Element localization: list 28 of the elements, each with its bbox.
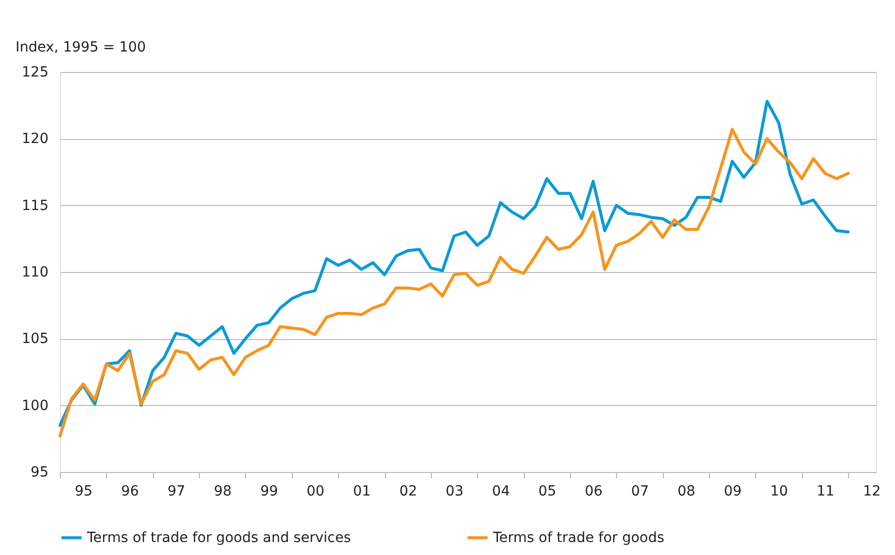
x-tick-label: 05 (538, 484, 556, 500)
x-tick-label: 10 (770, 484, 788, 500)
x-tick-label: 01 (352, 484, 371, 500)
legend-label: Terms of trade for goods and services (86, 530, 351, 546)
x-tick-label: 08 (677, 484, 696, 500)
y-tick-label: 95 (30, 464, 48, 480)
x-tick-label: 98 (214, 484, 232, 500)
x-tick-label: 00 (306, 484, 324, 500)
y-axis-title: Index, 1995 = 100 (16, 40, 146, 56)
x-tick-label: 02 (399, 484, 418, 500)
y-tick-label: 115 (22, 198, 48, 214)
y-tick-label: 100 (22, 398, 48, 414)
x-tick-label: 96 (121, 484, 140, 500)
x-tick-label: 04 (492, 484, 510, 500)
x-tick-label: 95 (74, 484, 93, 500)
y-tick-label: 105 (22, 331, 48, 348)
x-tick-label: 07 (631, 484, 649, 500)
y-tick-label: 120 (22, 131, 48, 148)
x-tick-label: 03 (446, 484, 464, 500)
x-tick-label: 06 (584, 484, 603, 500)
y-tick-label: 110 (22, 264, 48, 280)
y-tick-label: 125 (22, 64, 48, 80)
x-tick-label: 97 (167, 484, 186, 500)
x-tick-label: 11 (816, 484, 834, 500)
x-tick-label: 12 (862, 484, 881, 500)
x-tick-label: 09 (724, 484, 742, 500)
legend-label: Terms of trade for goods (492, 530, 664, 546)
x-tick-label: 99 (260, 484, 278, 500)
